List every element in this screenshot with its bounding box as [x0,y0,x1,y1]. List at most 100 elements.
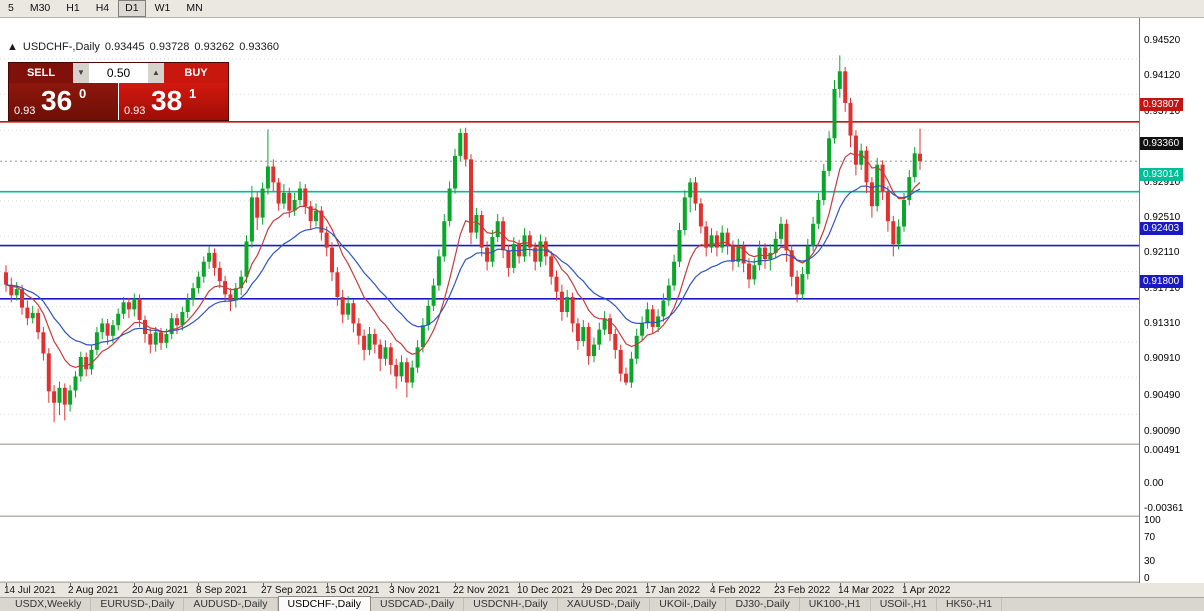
buy-price-base: 0.93 [124,105,146,117]
chart-tab[interactable]: DJ30-,Daily [726,598,800,611]
period-button-W1[interactable]: W1 [154,2,171,14]
symbol-direction-icon: ▲ [7,41,18,53]
time-tick [519,583,520,586]
chart-tab[interactable]: USOil-,H1 [871,598,937,611]
period-button-5[interactable]: 5 [8,2,14,14]
buy-price-big: 38 [151,85,183,116]
buy-button[interactable]: BUY [164,63,228,83]
period-button-D1[interactable]: D1 [118,0,146,17]
chart-tab[interactable]: HK50-,H1 [937,598,1003,611]
chart-tab[interactable]: USDCHF-,Daily [277,596,372,611]
macd-indicator-panel[interactable]: MACD(12,26,9)0.0007670.000130 [0,445,1139,515]
time-axis[interactable]: 14 Jul 2021 2 Aug 2021 20 Aug 2021 8 Sep 20… [0,583,1204,597]
chart-tab[interactable]: EURUSD-,Daily [91,598,185,611]
price-tick-label: 0.94120 [1144,70,1181,82]
time-tick [134,583,135,586]
ohlc-high: 0.93728 [149,41,190,53]
time-tick [455,583,456,586]
price-tick-label: 0.91710 [1144,282,1181,294]
candlestick-chart[interactable] [0,36,1139,461]
time-tick [840,583,841,586]
price-tick-label: 0.92910 [1144,176,1181,188]
price-tag: 0.92403 [1140,221,1184,235]
date-label: 14 Jul 2021 [4,585,56,596]
period-button-MN[interactable]: MN [186,2,203,14]
price-tick-label: 0.90090 [1144,425,1181,437]
date-label: 8 Sep 2021 [196,585,248,596]
chart-tab[interactable]: USDCNH-,Daily [464,598,558,611]
time-tick [647,583,648,586]
period-button-M30[interactable]: M30 [29,2,51,14]
date-label: 10 Dec 2021 [517,585,574,596]
price-tick-label: 0.91310 [1144,318,1181,329]
date-label: 3 Nov 2021 [389,585,441,596]
volume-increase-button[interactable]: ▲ [148,63,164,83]
trade-panel-top-row: SELL ▼ 0.50 ▲ BUY [9,63,228,83]
sell-button[interactable]: SELL [9,63,73,83]
price-tick-label: 0.92510 [1144,212,1181,224]
price-tick-label: 70 [1144,532,1156,544]
time-tick [198,583,199,586]
ohlc-low: 0.93262 [194,41,235,53]
price-tick-label: 100 [1144,515,1161,526]
date-label: 14 Mar 2022 [838,585,895,596]
panel-splitter[interactable] [0,515,1204,517]
rsi-indicator-panel[interactable]: RSI(14)57.0686 [0,517,1139,581]
price-tick-label: 0.90490 [1144,390,1181,402]
volume-input[interactable]: 0.50 [89,63,148,83]
price-tick-label: 0.94520 [1144,34,1181,46]
date-label: 17 Jan 2022 [645,585,701,596]
time-tick [6,583,7,586]
chart-tab[interactable]: UKOil-,Daily [650,598,727,611]
buy-price-button[interactable]: 0.93 38 1 [119,83,228,120]
chart-tab[interactable]: AUDUSD-,Daily [184,598,278,611]
date-label: 29 Dec 2021 [581,585,638,596]
price-tick-label: 30 [1144,555,1156,567]
time-tick [776,583,777,586]
one-click-trading-panel: SELL ▼ 0.50 ▲ BUY 0.93 36 0 0.93 38 1 [8,62,229,121]
chart-tab[interactable]: XAUUSD-,Daily [558,598,651,611]
price-tick-label: 0.93710 [1144,106,1181,118]
date-label: 1 Apr 2022 [902,585,951,596]
time-tick [712,583,713,586]
chart-tab[interactable]: USDCAD-,Daily [371,598,465,611]
price-tag: 0.93360 [1140,137,1184,151]
chart-tab[interactable]: USDX,Weekly [6,598,92,611]
main-chart-panel[interactable]: ▲ USDCHF-,Daily 0.93445 0.93728 0.93262 0.933… [0,18,1139,450]
date-label: 22 Nov 2021 [453,585,510,596]
time-tick [263,583,264,586]
period-button-H4[interactable]: H4 [95,2,110,14]
date-label: 27 Sep 2021 [261,585,318,596]
date-label: 23 Feb 2022 [774,585,831,596]
sell-price-big: 36 [41,85,73,116]
price-tick-label: 0.90910 [1144,353,1181,365]
period-button-H1[interactable]: H1 [66,2,80,14]
time-tick [583,583,584,586]
time-tick [70,583,71,586]
price-axis[interactable]: 0.94520 0.94120 0.93710 0.92910 0.92510 0.921… [1139,18,1204,584]
date-label: 4 Feb 2022 [710,585,761,596]
price-tick-label: 0.00491 [1144,444,1181,456]
time-tick [391,583,392,586]
chart-tab[interactable]: UK100-,H1 [800,598,871,611]
price-tag: 0.91800 [1140,274,1184,288]
time-tick [327,583,328,586]
volume-decrease-button[interactable]: ▼ [73,63,89,83]
panel-splitter[interactable] [0,443,1204,445]
date-label: 20 Aug 2021 [132,585,189,596]
price-tick-label: 0.00 [1144,478,1164,489]
time-tick [904,583,905,586]
sell-price-base: 0.93 [14,105,36,117]
price-tag: 0.93014 [1140,167,1184,181]
sell-price-button[interactable]: 0.93 36 0 [9,83,118,120]
ohlc-open: 0.93445 [104,41,145,53]
panel-splitter[interactable] [0,581,1204,583]
timeframe-button-group: 5 M30 H1 H4 D1 W1 MN [0,0,211,17]
date-label: 2 Aug 2021 [68,585,119,596]
chart-tab-bar: USDX,Weekly EURUSD-,Daily AUDUSD-,Daily USD… [0,596,1204,611]
price-tick-label: 0 [1144,573,1150,584]
price-tick-label: 0.92110 [1144,247,1180,259]
chart-title: ▲ USDCHF-,Daily 0.93445 0.93728 0.93262 0.933… [7,41,284,53]
buy-price-sup: 1 [189,86,197,101]
